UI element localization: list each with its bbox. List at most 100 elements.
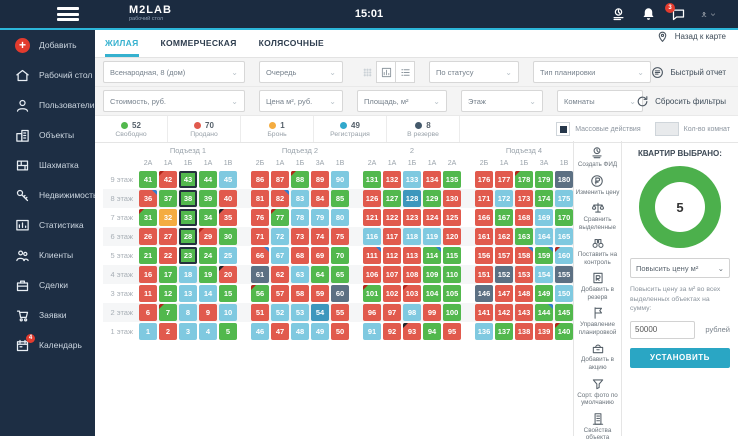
apartment-cell[interactable]: 10 bbox=[219, 304, 237, 321]
apartment-cell[interactable]: 21 bbox=[139, 247, 157, 264]
apartment-cell[interactable]: 31 bbox=[139, 209, 157, 226]
apartment-cell[interactable]: 168 bbox=[515, 209, 533, 226]
apartment-cell[interactable]: 129 bbox=[423, 190, 441, 207]
apartment-cell[interactable]: 136 bbox=[475, 323, 493, 340]
apartment-cell[interactable]: 112 bbox=[383, 247, 401, 264]
apartment-cell[interactable]: 121 bbox=[363, 209, 381, 226]
sidebar-item-chessboard[interactable]: Шахматка bbox=[0, 150, 95, 180]
apartment-cell[interactable]: 170 bbox=[555, 209, 573, 226]
apartment-cell[interactable]: 68 bbox=[291, 247, 309, 264]
apartment-cell[interactable]: 12 bbox=[159, 285, 177, 302]
filter-status[interactable]: По статусу ⌄ bbox=[429, 61, 519, 83]
apartment-cell[interactable]: 9 bbox=[199, 304, 217, 321]
amount-input[interactable] bbox=[630, 320, 695, 339]
apartment-cell[interactable]: 172 bbox=[495, 190, 513, 207]
sidebar-item-add[interactable]: + Добавить bbox=[0, 30, 95, 60]
action-sort-photo[interactable]: Сорт. фото по умолчанию bbox=[574, 377, 621, 407]
apartment-cell[interactable]: 8 bbox=[179, 304, 197, 321]
apartment-cell[interactable]: 53 bbox=[291, 304, 309, 321]
apartment-cell[interactable]: 62 bbox=[271, 266, 289, 283]
apartment-cell[interactable]: 32 bbox=[159, 209, 177, 226]
apartment-cell[interactable]: 125 bbox=[443, 209, 461, 226]
apartment-cell[interactable]: 100 bbox=[443, 304, 461, 321]
apartment-cell[interactable]: 164 bbox=[535, 228, 553, 245]
tab-commercial[interactable]: КОММЕРЧЕСКАЯ bbox=[160, 38, 237, 48]
grid-view-button[interactable] bbox=[357, 61, 377, 83]
apartment-cell[interactable]: 145 bbox=[555, 304, 573, 321]
filter-queue[interactable]: Очередь ⌄ bbox=[259, 61, 343, 83]
apartment-cell[interactable]: 140 bbox=[555, 323, 573, 340]
apartment-cell[interactable]: 110 bbox=[443, 266, 461, 283]
apartment-cell[interactable]: 124 bbox=[423, 209, 441, 226]
apartment-cell[interactable]: 83 bbox=[291, 190, 309, 207]
apartment-cell[interactable]: 101 bbox=[363, 285, 381, 302]
checkbox[interactable] bbox=[556, 122, 571, 136]
apartment-cell[interactable]: 107 bbox=[383, 266, 401, 283]
apartment-cell[interactable]: 104 bbox=[423, 285, 441, 302]
apartment-cell[interactable]: 154 bbox=[535, 266, 553, 283]
apartment-cell[interactable]: 148 bbox=[515, 285, 533, 302]
apartment-cell[interactable]: 78 bbox=[291, 209, 309, 226]
apartment-cell[interactable]: 17 bbox=[159, 266, 177, 283]
apartment-cell[interactable]: 89 bbox=[311, 171, 329, 188]
notifications-button[interactable] bbox=[641, 7, 656, 22]
apartment-cell[interactable]: 6 bbox=[139, 304, 157, 321]
action-change-price[interactable]: Изменить цену bbox=[576, 174, 619, 197]
sidebar-item-objects[interactable]: Объекты bbox=[0, 120, 95, 150]
apartment-cell[interactable]: 119 bbox=[423, 228, 441, 245]
apartment-cell[interactable]: 150 bbox=[555, 285, 573, 302]
apartment-cell[interactable]: 87 bbox=[271, 171, 289, 188]
apartment-cell[interactable]: 85 bbox=[331, 190, 349, 207]
apartment-cell[interactable]: 35 bbox=[219, 209, 237, 226]
apartment-cell[interactable]: 27 bbox=[159, 228, 177, 245]
toggle-switch[interactable] bbox=[654, 122, 679, 136]
apartment-cell[interactable]: 38 bbox=[179, 190, 197, 207]
apartment-cell[interactable]: 30 bbox=[219, 228, 237, 245]
apartment-cell[interactable]: 65 bbox=[331, 266, 349, 283]
apartment-cell[interactable]: 96 bbox=[363, 304, 381, 321]
apartment-cell[interactable]: 74 bbox=[311, 228, 329, 245]
apartment-cell[interactable]: 173 bbox=[515, 190, 533, 207]
action-add-to-promo[interactable]: Добавить в акцию bbox=[574, 341, 621, 371]
apartment-cell[interactable]: 14 bbox=[199, 285, 217, 302]
apartment-cell[interactable]: 144 bbox=[535, 304, 553, 321]
tab-residential[interactable]: ЖИЛАЯ bbox=[105, 30, 139, 57]
apartment-cell[interactable]: 71 bbox=[251, 228, 269, 245]
apartment-cell[interactable]: 133 bbox=[403, 171, 421, 188]
apartment-cell[interactable]: 138 bbox=[515, 323, 533, 340]
apartment-cell[interactable]: 91 bbox=[363, 323, 381, 340]
apartment-cell[interactable]: 5 bbox=[219, 323, 237, 340]
apartment-cell[interactable]: 179 bbox=[535, 171, 553, 188]
apartment-cell[interactable]: 117 bbox=[383, 228, 401, 245]
filter-house[interactable]: Всенародная, 8 (дом) ⌄ bbox=[103, 61, 245, 83]
apartment-cell[interactable]: 114 bbox=[423, 247, 441, 264]
apartment-cell[interactable]: 139 bbox=[535, 323, 553, 340]
filter-rooms[interactable]: Комнаты ⌄ bbox=[557, 90, 643, 112]
action-create-feed[interactable]: Создать ФИД bbox=[578, 146, 617, 169]
apartment-cell[interactable]: 40 bbox=[219, 190, 237, 207]
apartment-cell[interactable]: 4 bbox=[199, 323, 217, 340]
apartment-cell[interactable]: 130 bbox=[443, 190, 461, 207]
apartment-cell[interactable]: 105 bbox=[443, 285, 461, 302]
apartment-cell[interactable]: 111 bbox=[363, 247, 381, 264]
apartment-cell[interactable]: 102 bbox=[383, 285, 401, 302]
apartment-cell[interactable]: 47 bbox=[271, 323, 289, 340]
sidebar-item-users[interactable]: Пользователи bbox=[0, 90, 95, 120]
tab-strollers[interactable]: КОЛЯСОЧНЫЕ bbox=[258, 38, 324, 48]
apartment-cell[interactable]: 126 bbox=[363, 190, 381, 207]
apartment-cell[interactable]: 18 bbox=[179, 266, 197, 283]
sidebar-item-requests[interactable]: Заявки bbox=[0, 300, 95, 330]
reset-filters-button[interactable]: Сбросить фильтры bbox=[636, 95, 726, 108]
apartment-cell[interactable]: 86 bbox=[251, 171, 269, 188]
apartment-cell[interactable]: 103 bbox=[403, 285, 421, 302]
apartment-cell[interactable]: 94 bbox=[423, 323, 441, 340]
apartment-cell[interactable]: 11 bbox=[139, 285, 157, 302]
apartment-cell[interactable]: 146 bbox=[475, 285, 493, 302]
apartment-cell[interactable]: 84 bbox=[311, 190, 329, 207]
apartment-cell[interactable]: 116 bbox=[363, 228, 381, 245]
apartment-cell[interactable]: 88 bbox=[291, 171, 309, 188]
apartment-cell[interactable]: 80 bbox=[331, 209, 349, 226]
apartment-cell[interactable]: 72 bbox=[271, 228, 289, 245]
apartment-cell[interactable]: 99 bbox=[423, 304, 441, 321]
apartment-cell[interactable]: 44 bbox=[199, 171, 217, 188]
